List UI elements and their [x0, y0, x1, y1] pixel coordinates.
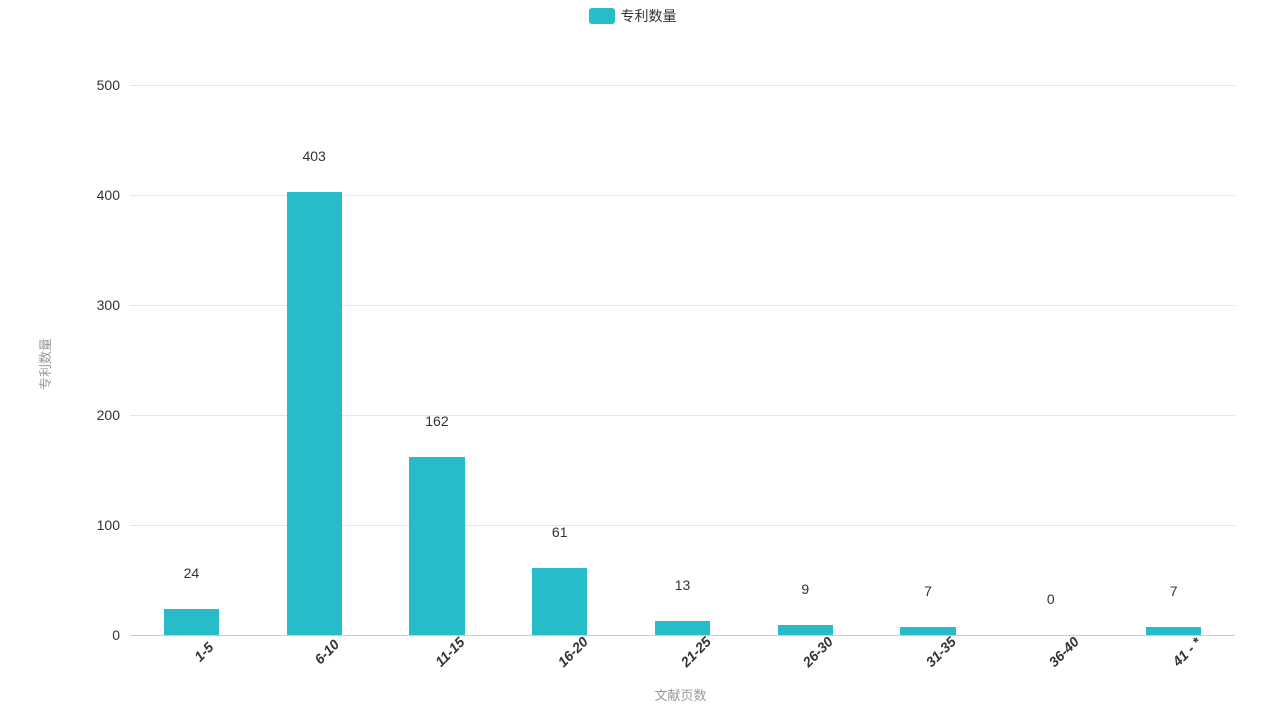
bar-value-label: 61 [552, 524, 568, 546]
y-tick-label: 200 [60, 407, 120, 423]
y-tick-label: 300 [60, 297, 120, 313]
bar-chart: 专利数量 24 403 162 61 13 9 7 0 7 专利数量 文献页数 0 100 200 3… [0, 0, 1265, 711]
y-tick-label: 400 [60, 187, 120, 203]
bar-value-label: 9 [801, 581, 809, 603]
legend-item[interactable]: 专利数量 [589, 6, 677, 26]
legend-label: 专利数量 [621, 6, 677, 26]
bar-value-label: 24 [184, 565, 200, 587]
bar-value-label: 13 [675, 577, 691, 599]
y-tick-label: 100 [60, 517, 120, 533]
y-tick-label: 0 [60, 627, 120, 643]
bar-value-label: 7 [1170, 583, 1178, 605]
bar[interactable] [532, 568, 587, 635]
bar-value-label: 403 [302, 148, 325, 170]
plot-area: 24 403 162 61 13 9 7 0 7 [130, 85, 1235, 635]
bar-value-label: 162 [425, 413, 448, 435]
bar[interactable] [287, 192, 342, 635]
chart-legend: 专利数量 [0, 6, 1265, 29]
y-axis-title: 专利数量 [35, 338, 54, 390]
bar-value-label: 0 [1047, 591, 1055, 613]
x-axis-title: 文献页数 [655, 685, 707, 704]
legend-swatch [589, 8, 615, 24]
x-tick-label: 1-5 [184, 632, 217, 665]
bar[interactable] [409, 457, 464, 635]
gridline [130, 85, 1235, 86]
bar[interactable] [164, 609, 219, 635]
y-tick-label: 500 [60, 77, 120, 93]
bar-value-label: 7 [924, 583, 932, 605]
